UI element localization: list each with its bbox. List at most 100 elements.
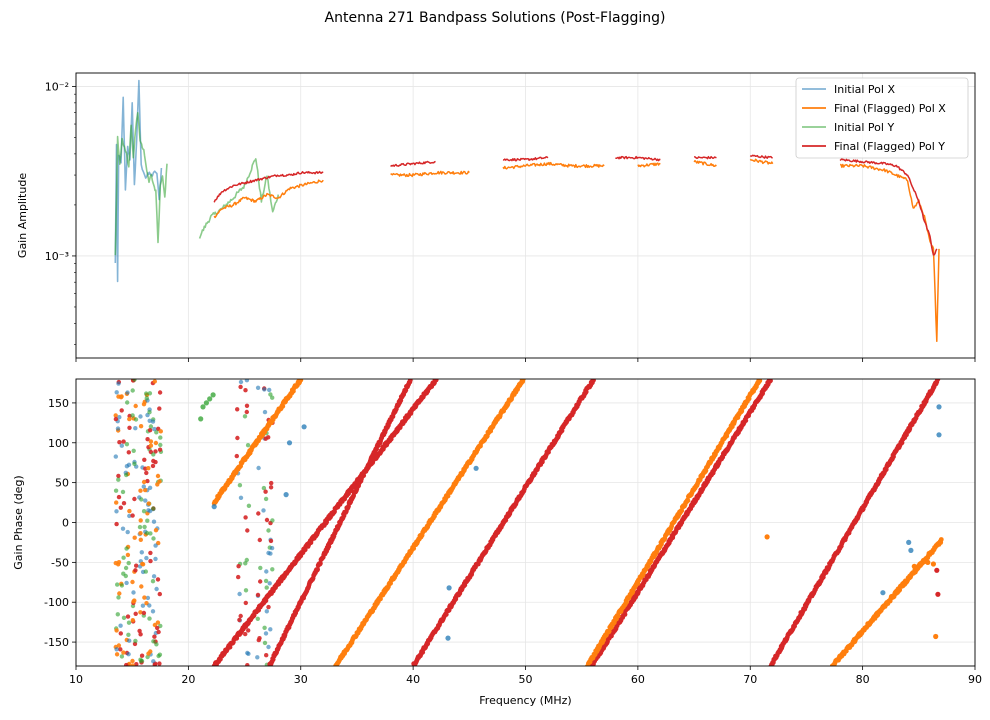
amp-y-tick-label: 10⁻³: [45, 250, 69, 263]
phase-point-final_x: [148, 439, 154, 444]
phase-point-final_y: [258, 579, 263, 584]
amp-y-axis-label: Gain Amplitude: [16, 173, 29, 258]
phase-point-initial_y: [266, 528, 271, 533]
legend-label-final_x: Final (Flagged) Pol X: [834, 102, 946, 115]
phase-point-final_x: [148, 443, 154, 448]
phase-point-final_x: [925, 559, 931, 566]
phase-point-initial_y: [115, 612, 121, 617]
phase-point-initial_x: [147, 418, 152, 423]
phase-point-final_y: [117, 440, 122, 445]
phase-point-final_x: [153, 528, 159, 533]
phase-point-final_x: [113, 560, 119, 566]
phase-point-initial_y: [258, 565, 263, 571]
phase-point-initial_x: [268, 627, 273, 632]
phase-point-final_y: [132, 496, 137, 502]
phase-point-initial_x: [908, 547, 914, 554]
phase-point-final_y: [245, 528, 250, 533]
phase-point-initial_x: [125, 529, 130, 535]
phase-point-final_y: [133, 568, 138, 573]
phase-point-final_y: [157, 661, 162, 666]
amp-series-initial_y: [198, 158, 280, 239]
phase-point-final_x: [133, 403, 138, 409]
phase-point-initial_y: [131, 448, 136, 453]
phase-point-initial_y: [246, 503, 252, 508]
phase-point-initial_x: [120, 526, 126, 531]
phase-point-final_y: [268, 538, 274, 544]
phase-point-initial_y: [121, 615, 127, 620]
phase-point-final_x: [130, 579, 135, 585]
phase-point-final_x: [114, 500, 119, 505]
phase-point-initial_y: [147, 391, 153, 396]
phase-point-final_x: [897, 587, 903, 593]
phase-point-initial_y: [263, 578, 269, 584]
phase-point-initial_x: [154, 586, 159, 592]
phase-point-final_y: [236, 574, 241, 580]
phase-point-initial_x: [126, 652, 131, 657]
phase-point-final_y: [121, 439, 126, 444]
phase-point-final_y: [591, 379, 596, 383]
phase-y-tick-label: 150: [48, 397, 69, 410]
phase-point-final_y: [148, 558, 153, 564]
amp-series-final_y: [390, 160, 436, 168]
phase-point-final_y: [256, 511, 261, 516]
amp-axes-frame: [75, 72, 976, 359]
amp-y-tick-label: 10⁻²: [45, 80, 69, 93]
amp-series-final_x: [213, 179, 324, 219]
phase-point-initial_x: [262, 409, 268, 415]
phase-point-initial_y: [119, 654, 125, 659]
phase-point-initial_y: [132, 461, 137, 466]
phase-point-final_x: [298, 379, 304, 383]
phase-point-initial_y: [121, 571, 126, 576]
phase-panel: -150 -100 -50 0 50 100 150 10 20 30 40 50 60 70 80 90 Ga…: [12, 378, 982, 707]
phase-point-initial_y: [147, 616, 152, 621]
amp-series-final_x: [502, 161, 605, 170]
phase-x-tick-label: 50: [519, 673, 533, 686]
phase-point-initial_x: [237, 591, 242, 597]
phase-point-initial_x: [150, 419, 156, 424]
phase-point-final_y: [315, 567, 320, 572]
phase-x-tick-label: 40: [406, 673, 420, 686]
phase-point-final_x: [117, 591, 122, 596]
phase-point-final_x: [132, 535, 137, 540]
phase-point-final_x: [121, 650, 126, 655]
phase-point-initial_y: [200, 404, 206, 410]
phase-point-final_x: [411, 546, 417, 551]
phase-point-initial_x: [146, 508, 151, 513]
amp-series-final_x: [390, 170, 470, 178]
phase-point-final_y: [263, 489, 268, 494]
phase-point-final_x: [138, 537, 143, 542]
phase-point-final_y: [227, 644, 233, 650]
phase-point-final_x: [143, 487, 148, 493]
phase-point-final_y: [237, 617, 242, 623]
phase-point-initial_x: [445, 635, 451, 641]
phase-point-initial_y: [120, 489, 126, 495]
phase-point-final_y: [156, 629, 161, 635]
legend-label-initial_y: Initial Pol Y: [834, 121, 894, 134]
phase-point-final_x: [520, 379, 526, 382]
phase-x-tick-label: 90: [968, 673, 982, 686]
phase-point-final_x: [127, 508, 132, 514]
phase-point-final_y: [433, 379, 439, 383]
phase-point-initial_x: [151, 574, 157, 579]
amp-series-final_y: [615, 155, 661, 162]
phase-point-final_y: [244, 409, 249, 415]
phase-point-final_y: [743, 418, 749, 423]
amp-series-final_x: [749, 158, 774, 165]
phase-point-initial_x: [125, 390, 130, 395]
phase-point-initial_x: [119, 443, 125, 448]
phase-point-initial_x: [143, 498, 148, 503]
amp-series-final_x: [693, 159, 717, 167]
phase-point-initial_x: [152, 426, 157, 432]
phase-point-initial_x: [262, 387, 267, 392]
phase-point-final_x: [757, 379, 763, 383]
phase-point-initial_x: [301, 424, 307, 430]
phase-point-initial_y: [151, 452, 156, 457]
phase-point-initial_x: [127, 513, 132, 519]
phase-x-tick-label: 60: [631, 673, 645, 686]
phase-point-initial_y: [245, 443, 251, 448]
phase-point-final_y: [238, 613, 243, 619]
phase-point-final_y: [141, 610, 147, 616]
phase-point-final_y: [152, 634, 157, 639]
phase-point-initial_x: [124, 580, 129, 586]
phase-point-final_x: [114, 652, 120, 657]
